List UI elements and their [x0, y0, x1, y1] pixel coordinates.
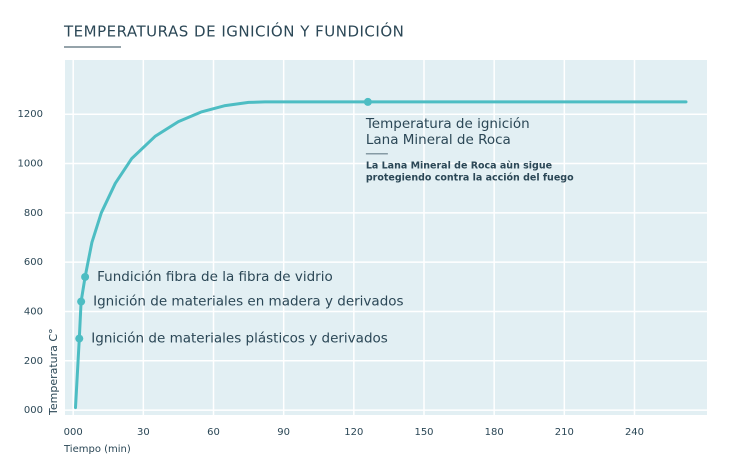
- point-marker: [77, 297, 86, 306]
- x-tick-label: 90: [277, 427, 290, 438]
- annotation: Ignición de materiales en madera y deriv…: [93, 294, 403, 310]
- plot-background: [65, 60, 707, 415]
- line: [74, 100, 688, 410]
- point-marker: [75, 334, 84, 343]
- chart-title: TEMPERATURAS DE IGNICIÓN Y FUNDICIÓN: [63, 22, 404, 41]
- x-tick-label: 60: [207, 427, 220, 438]
- x-tick-label: 240: [625, 427, 644, 438]
- y-tick-label: 1200: [18, 109, 43, 120]
- x-tick-label: 210: [555, 427, 574, 438]
- annotation: Temperatura de ignición: [365, 116, 530, 132]
- point-marker: [363, 97, 372, 106]
- annotation: Fundición fibra de la fibra de vidrio: [97, 269, 333, 285]
- y-axis-label: Temperatura C°: [47, 328, 60, 416]
- annotation: Ignición de materiales plásticos y deriv…: [91, 331, 388, 347]
- x-tick-label: 30: [137, 427, 150, 438]
- x-axis-label: Tiempo (min): [63, 444, 131, 455]
- x-tick-label: 120: [344, 427, 363, 438]
- annotation: Lana Mineral de Roca: [366, 132, 511, 148]
- x-tick-label: 180: [485, 427, 504, 438]
- y-tick-label: 800: [24, 208, 43, 219]
- y-tick-label: 1000: [18, 159, 43, 170]
- x-tick-label: 000: [64, 427, 83, 438]
- point-marker: [81, 272, 90, 281]
- annotation-note: La Lana Mineral de Roca aùn sigue: [366, 160, 552, 171]
- x-tick-label: 150: [414, 427, 433, 438]
- y-tick-label: 000: [24, 405, 43, 416]
- y-tick-label: 600: [24, 257, 43, 268]
- y-tick-label: 200: [24, 356, 43, 367]
- annotation-note: protegiendo contra la acción del fuego: [366, 172, 574, 183]
- y-tick-label: 400: [24, 306, 43, 317]
